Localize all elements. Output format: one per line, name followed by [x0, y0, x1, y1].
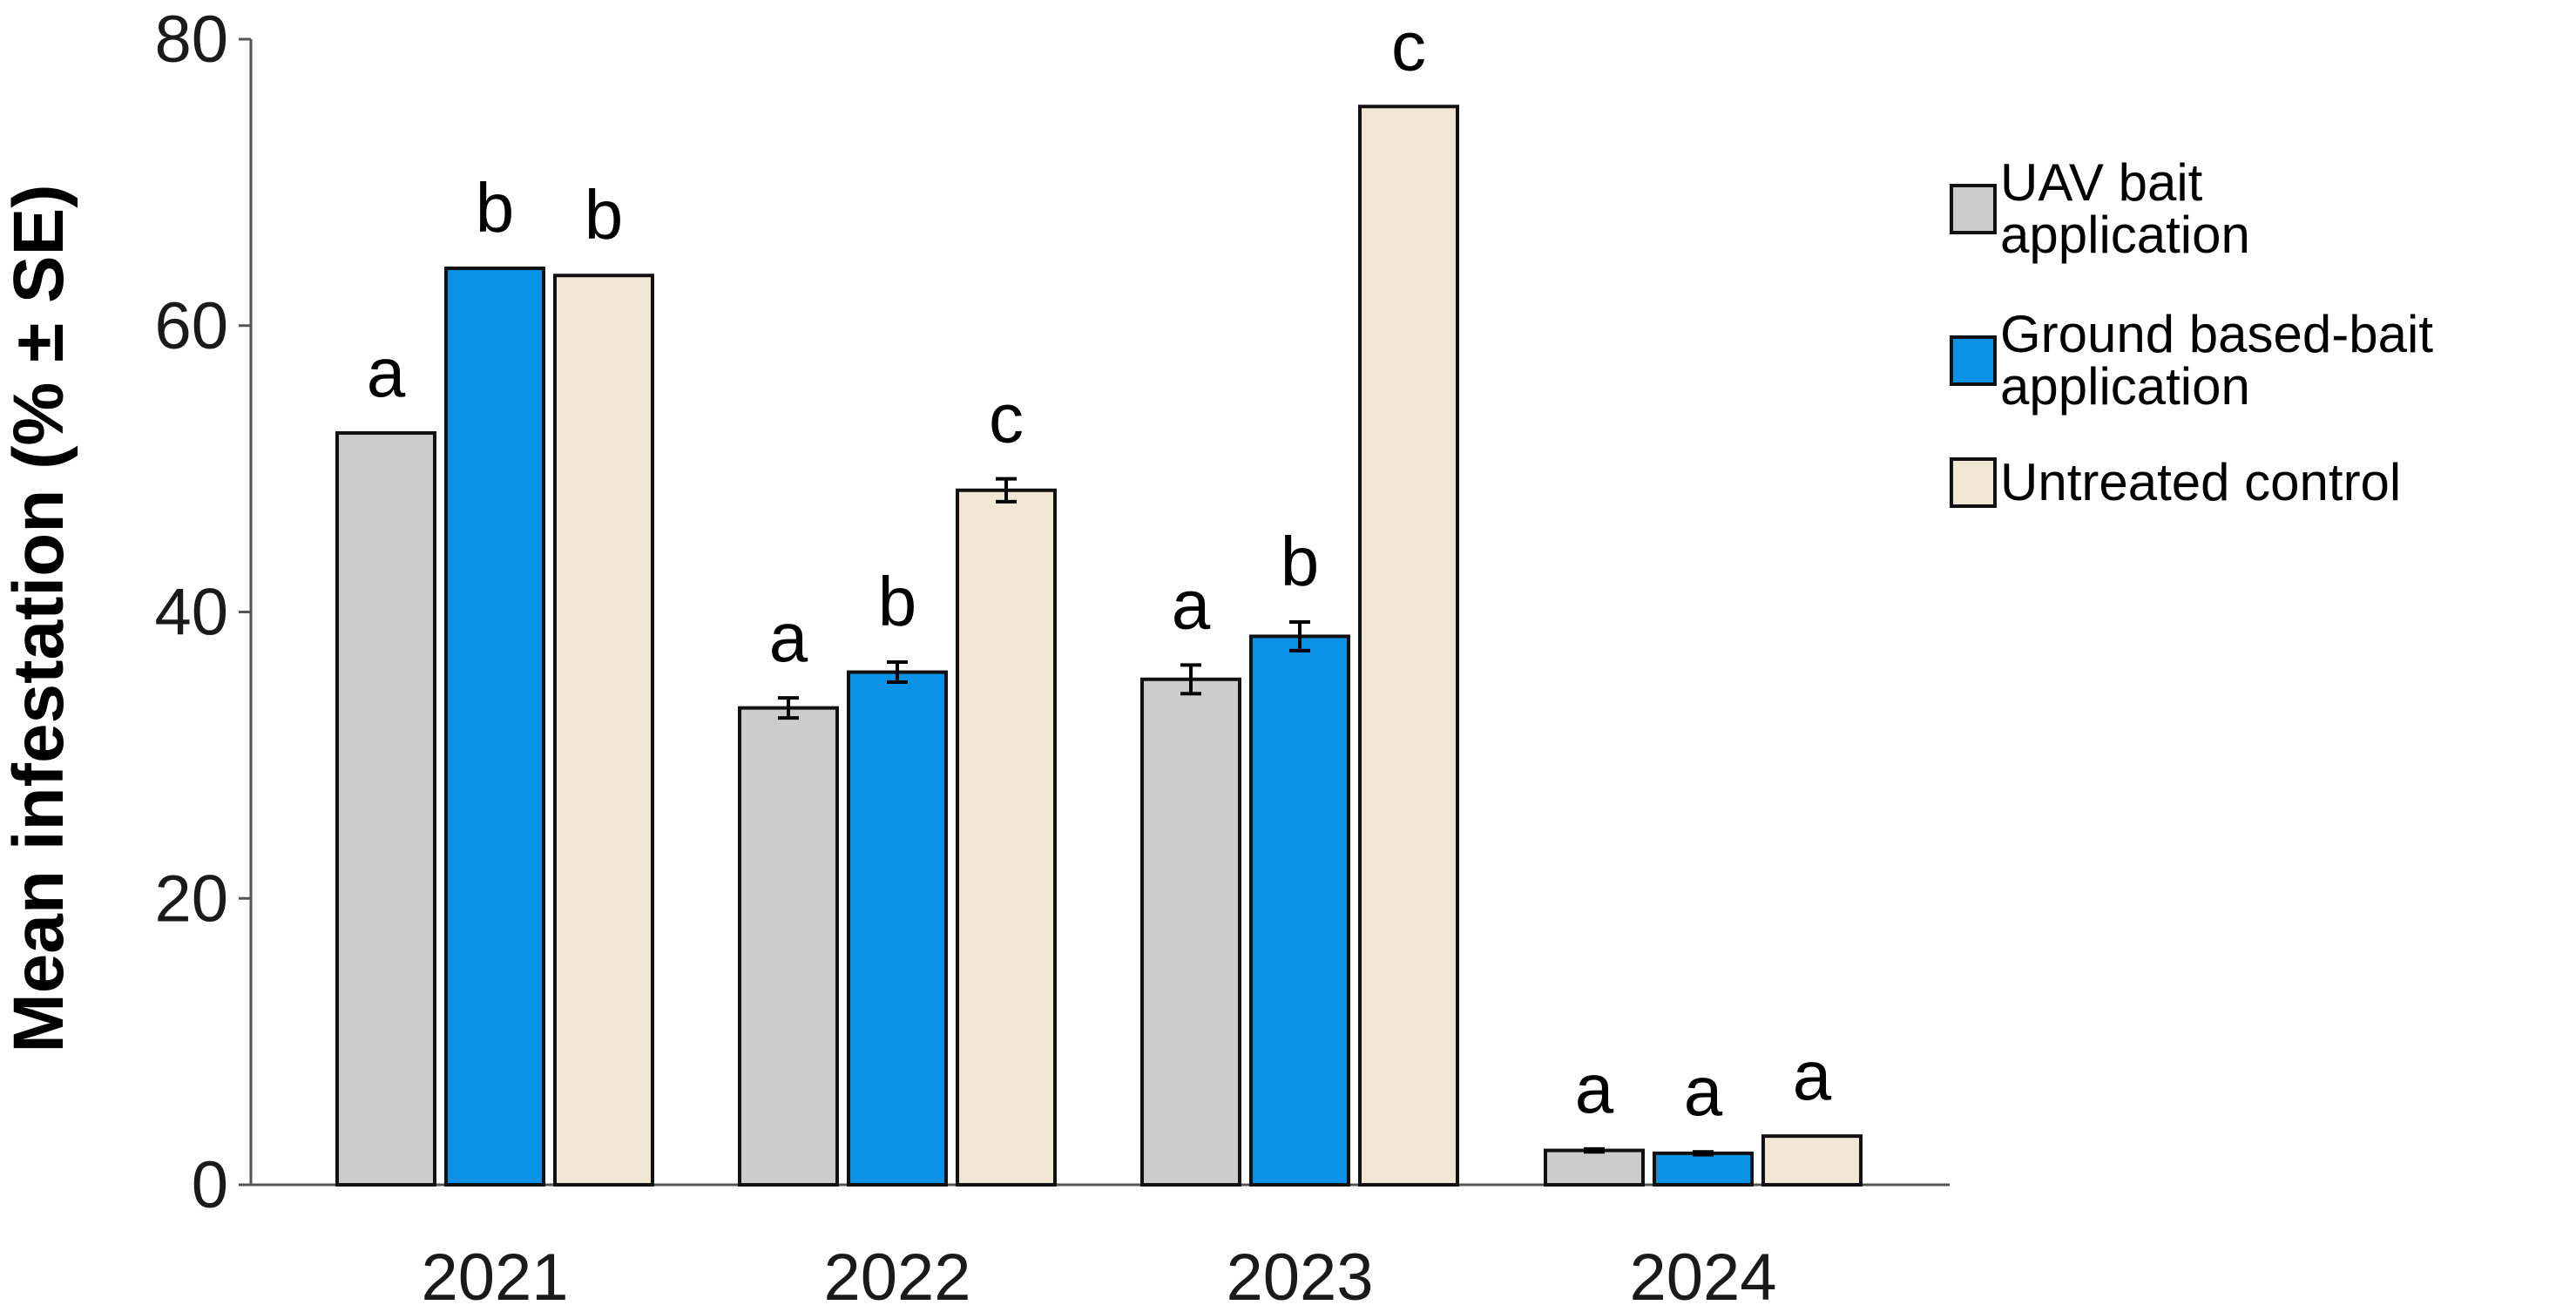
- y-tick-label: 20: [154, 862, 228, 936]
- legend-label: application: [2000, 357, 2250, 416]
- significance-letter: b: [1281, 523, 1320, 600]
- significance-letter: a: [1684, 1052, 1723, 1130]
- bar: [1544, 1148, 1645, 1187]
- bar: [335, 431, 436, 1187]
- significance-letter: a: [1575, 1050, 1614, 1127]
- bar: [956, 488, 1057, 1187]
- y-tick-label: 40: [154, 576, 228, 650]
- axes: 0 20 40 60 80 2021 2022 2023 2024: [154, 3, 1950, 1305]
- significance-letter: b: [585, 176, 624, 254]
- bar: [1653, 1151, 1754, 1187]
- significance-letter: a: [1793, 1037, 1832, 1114]
- y-tick-label: 60: [154, 289, 228, 363]
- bar: [444, 267, 545, 1187]
- bar: [1249, 634, 1350, 1187]
- significance-letter: a: [367, 334, 406, 411]
- bar: [553, 274, 654, 1187]
- legend-label: Untreated control: [2000, 453, 2401, 511]
- bar: [738, 706, 839, 1187]
- legend-label: application: [2000, 206, 2250, 264]
- legend-label: Ground based-bait: [2000, 305, 2433, 363]
- x-tick-label: 2021: [421, 1241, 568, 1305]
- legend-label: UAV bait: [2000, 153, 2203, 212]
- legend-swatch: [1950, 184, 1997, 234]
- bar: [1761, 1134, 1863, 1187]
- legend-swatch: [1950, 335, 1997, 386]
- x-tick-label: 2022: [823, 1241, 970, 1305]
- bar: [1358, 105, 1459, 1187]
- y-tick-label: 80: [154, 3, 228, 77]
- y-axis-label: Mean infestation (% ± SE): [0, 184, 78, 1052]
- significance-letter: b: [878, 563, 917, 640]
- bar: [1140, 677, 1241, 1187]
- y-tick-label: 0: [192, 1148, 228, 1222]
- significance-letter: a: [1172, 565, 1211, 643]
- significance-letter: c: [1391, 7, 1426, 85]
- bar: [847, 670, 948, 1187]
- x-tick-label: 2023: [1226, 1241, 1373, 1305]
- x-tick-label: 2024: [1629, 1241, 1776, 1305]
- significance-letter: a: [769, 598, 808, 676]
- legend-swatch: [1950, 457, 1997, 508]
- significance-letter: b: [476, 169, 515, 247]
- significance-letter: c: [989, 380, 1024, 457]
